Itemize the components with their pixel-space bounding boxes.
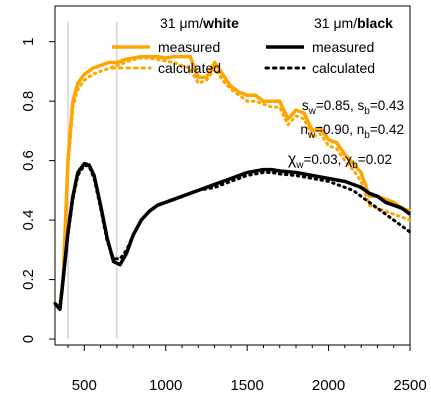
legend-label-black-calculated: calculated [312, 60, 375, 76]
legend-title-white: 31 μm/white [160, 15, 239, 31]
series-m-white-measured [53, 54, 411, 312]
fit-parameters: sw=0.85, sb=0.43 nw=0.90, nb=0.42 χw=0.0… [288, 98, 404, 171]
y-tick-label-0.2: 0.2 [20, 269, 37, 290]
series-m-white-calculated [53, 56, 412, 311]
y-tick-label-1: 1 [20, 38, 37, 46]
series-lines [53, 54, 412, 312]
legend-label-white-calculated: calculated [158, 60, 221, 76]
x-tick-label-2500: 2500 [393, 377, 426, 393]
legend: 31 μm/white 31 μm/black measured calcula… [110, 15, 393, 76]
x-tick-label-1000: 1000 [149, 377, 182, 393]
annotation-s-values: sw=0.85, sb=0.43 [302, 98, 404, 117]
plot-border [54, 5, 411, 346]
y-tick-label-0.8: 0.8 [20, 91, 37, 112]
annotation-chi-values: χw=0.03, χb=0.02 [288, 151, 392, 171]
plot-frame [54, 5, 411, 346]
legend-label-white-measured: measured [158, 39, 220, 55]
x-tick-label-500: 500 [72, 377, 97, 393]
series-m-black-measured [53, 161, 412, 312]
legend-title-black: 31 μm/black [314, 15, 393, 31]
y-tick-label-0.6: 0.6 [20, 150, 37, 171]
x-tick-label-1500: 1500 [230, 377, 263, 393]
y-tick-label-0: 0 [20, 335, 37, 343]
x-tick-label-2000: 2000 [312, 377, 345, 393]
legend-label-black-measured: measured [312, 39, 374, 55]
annotation-n-values: nw=0.90, nb=0.42 [300, 122, 404, 141]
y-tick-label-0.4: 0.4 [20, 210, 37, 231]
axes: 500 1000 1500 2000 2500 0 0.2 0.4 0.6 0.8 1 [20, 38, 427, 393]
